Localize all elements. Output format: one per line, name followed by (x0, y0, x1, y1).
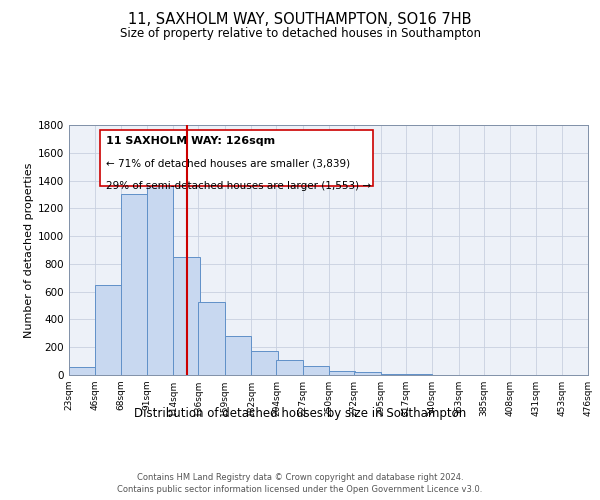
Bar (354, 372, 380, 375)
Bar (199, 302, 225, 375)
Bar (251, 350, 278, 375)
Text: Contains HM Land Registry data © Crown copyright and database right 2024.: Contains HM Land Registry data © Crown c… (137, 472, 463, 482)
Bar (406, 374, 432, 375)
FancyBboxPatch shape (100, 130, 373, 186)
Text: Contains public sector information licensed under the Open Government Licence v3: Contains public sector information licen… (118, 485, 482, 494)
Bar (225, 336, 251, 375)
Bar (277, 360, 303, 375)
Text: Distribution of detached houses by size in Southampton: Distribution of detached houses by size … (134, 408, 466, 420)
Text: ← 71% of detached houses are smaller (3,839): ← 71% of detached houses are smaller (3,… (106, 159, 350, 169)
Text: 11, SAXHOLM WAY, SOUTHAMPTON, SO16 7HB: 11, SAXHOLM WAY, SOUTHAMPTON, SO16 7HB (128, 12, 472, 28)
Text: Size of property relative to detached houses in Southampton: Size of property relative to detached ho… (119, 28, 481, 40)
Bar (95, 286, 122, 375)
Text: 29% of semi-detached houses are larger (1,553) →: 29% of semi-detached houses are larger (… (106, 181, 371, 191)
Y-axis label: Number of detached properties: Number of detached properties (24, 162, 34, 338)
Bar (173, 257, 200, 375)
Bar (329, 371, 355, 375)
Bar (69, 368, 95, 375)
Text: 11 SAXHOLM WAY: 126sqm: 11 SAXHOLM WAY: 126sqm (106, 136, 275, 146)
Bar (121, 194, 147, 375)
Bar (147, 184, 173, 375)
Bar (303, 366, 329, 375)
Bar (380, 374, 407, 375)
